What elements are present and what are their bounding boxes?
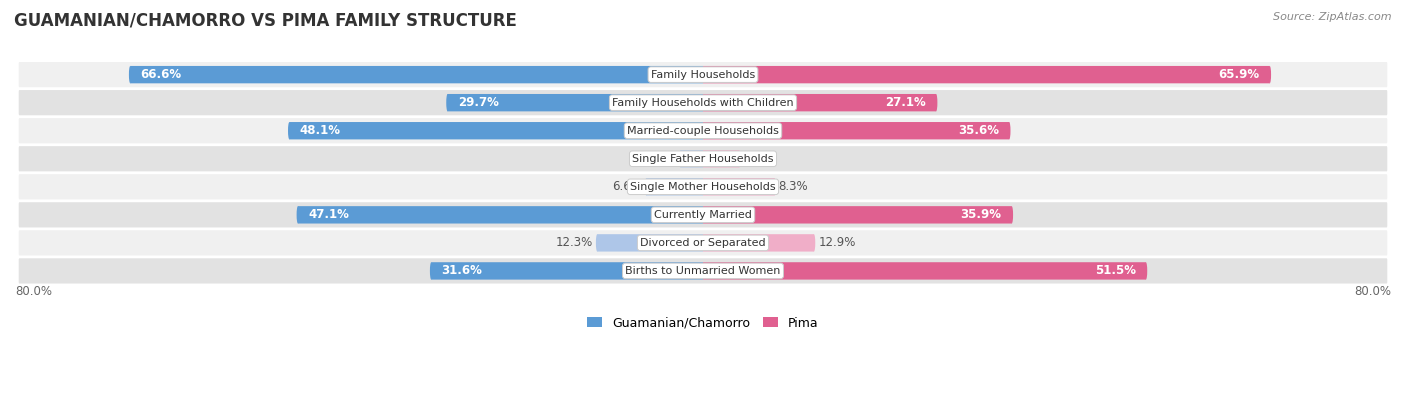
FancyBboxPatch shape	[18, 174, 1388, 199]
FancyBboxPatch shape	[18, 90, 1388, 115]
FancyBboxPatch shape	[703, 206, 1012, 224]
Text: 6.6%: 6.6%	[612, 180, 643, 193]
FancyBboxPatch shape	[703, 234, 814, 252]
Text: 80.0%: 80.0%	[1354, 286, 1391, 299]
Text: 8.3%: 8.3%	[779, 180, 808, 193]
Text: Births to Unmarried Women: Births to Unmarried Women	[626, 266, 780, 276]
Ellipse shape	[645, 178, 648, 196]
FancyBboxPatch shape	[681, 150, 703, 167]
FancyBboxPatch shape	[290, 122, 703, 139]
Ellipse shape	[1144, 262, 1147, 280]
Text: GUAMANIAN/CHAMORRO VS PIMA FAMILY STRUCTURE: GUAMANIAN/CHAMORRO VS PIMA FAMILY STRUCT…	[14, 12, 517, 30]
Text: Currently Married: Currently Married	[654, 210, 752, 220]
Ellipse shape	[129, 66, 132, 83]
FancyBboxPatch shape	[18, 146, 1388, 171]
Text: Single Father Households: Single Father Households	[633, 154, 773, 164]
Text: 29.7%: 29.7%	[458, 96, 499, 109]
FancyBboxPatch shape	[647, 178, 703, 196]
Ellipse shape	[813, 234, 815, 252]
Ellipse shape	[288, 122, 291, 139]
FancyBboxPatch shape	[18, 62, 1388, 87]
Text: 31.6%: 31.6%	[441, 264, 482, 277]
Text: 51.5%: 51.5%	[1095, 264, 1136, 277]
Ellipse shape	[935, 94, 938, 111]
FancyBboxPatch shape	[703, 94, 936, 111]
Text: 12.9%: 12.9%	[818, 236, 856, 249]
Text: 48.1%: 48.1%	[299, 124, 340, 137]
Text: 47.1%: 47.1%	[308, 208, 349, 221]
FancyBboxPatch shape	[703, 262, 1146, 280]
Text: 27.1%: 27.1%	[884, 96, 925, 109]
Ellipse shape	[1268, 66, 1271, 83]
Text: 35.9%: 35.9%	[960, 208, 1001, 221]
Text: Married-couple Households: Married-couple Households	[627, 126, 779, 136]
Text: 12.3%: 12.3%	[555, 236, 593, 249]
Legend: Guamanian/Chamorro, Pima: Guamanian/Chamorro, Pima	[582, 312, 824, 335]
FancyBboxPatch shape	[703, 66, 1270, 83]
Ellipse shape	[430, 262, 433, 280]
Text: 35.6%: 35.6%	[957, 124, 998, 137]
FancyBboxPatch shape	[598, 234, 703, 252]
Text: Source: ZipAtlas.com: Source: ZipAtlas.com	[1274, 12, 1392, 22]
Ellipse shape	[773, 178, 776, 196]
Ellipse shape	[738, 150, 741, 167]
Ellipse shape	[446, 94, 449, 111]
Ellipse shape	[596, 234, 599, 252]
Ellipse shape	[1008, 122, 1011, 139]
FancyBboxPatch shape	[432, 262, 703, 280]
FancyBboxPatch shape	[703, 122, 1010, 139]
FancyBboxPatch shape	[131, 66, 703, 83]
Text: 4.2%: 4.2%	[744, 152, 773, 165]
FancyBboxPatch shape	[18, 230, 1388, 256]
Ellipse shape	[297, 206, 299, 224]
Text: 2.6%: 2.6%	[647, 152, 676, 165]
FancyBboxPatch shape	[18, 258, 1388, 284]
FancyBboxPatch shape	[447, 94, 703, 111]
Text: 80.0%: 80.0%	[15, 286, 52, 299]
Ellipse shape	[1011, 206, 1014, 224]
FancyBboxPatch shape	[298, 206, 703, 224]
Text: Family Households: Family Households	[651, 70, 755, 80]
Text: Single Mother Households: Single Mother Households	[630, 182, 776, 192]
FancyBboxPatch shape	[18, 202, 1388, 228]
FancyBboxPatch shape	[703, 178, 775, 196]
FancyBboxPatch shape	[18, 118, 1388, 143]
Text: Family Households with Children: Family Households with Children	[612, 98, 794, 108]
FancyBboxPatch shape	[703, 150, 740, 167]
Ellipse shape	[679, 150, 682, 167]
Text: Divorced or Separated: Divorced or Separated	[640, 238, 766, 248]
Text: 65.9%: 65.9%	[1218, 68, 1260, 81]
Text: 66.6%: 66.6%	[141, 68, 181, 81]
